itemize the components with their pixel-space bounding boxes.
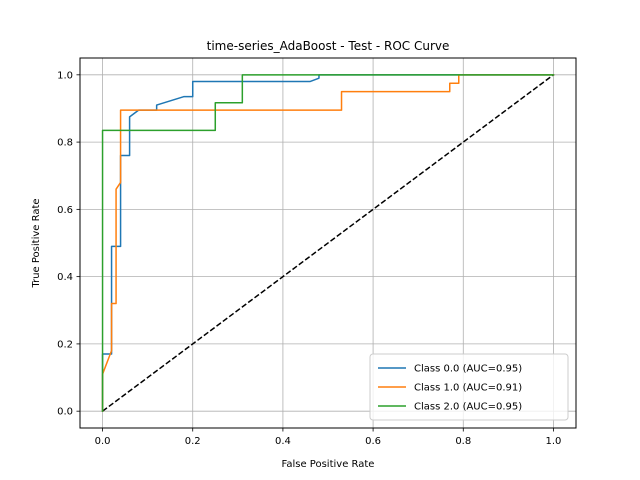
x-tick-label: 1.0: [546, 436, 562, 447]
legend: Class 0.0 (AUC=0.95) Class 1.0 (AUC=0.91)…: [369, 353, 569, 421]
reference-diagonal: [102, 74, 554, 412]
legend-label: Class 2.0 (AUC=0.95): [414, 402, 522, 413]
series-line-class-2: [101, 74, 555, 412]
series-lines: [101, 74, 555, 412]
x-tick-label: 0.0: [95, 436, 111, 447]
plot-frame: [79, 57, 577, 429]
y-tick-label: 0.6: [57, 205, 73, 216]
x-axis-label: False Positive Rate: [282, 459, 375, 470]
y-tick-label: 0.0: [57, 407, 73, 418]
x-tick-label: 0.2: [185, 436, 201, 447]
chart-title: time-series_AdaBoost - Test - ROC Curve: [207, 39, 450, 53]
y-tick-label: 0.8: [57, 138, 73, 149]
x-tick-label: 0.8: [455, 436, 471, 447]
axis-ticks: 0.0 0.2 0.4 0.6 0.8 1.0 0.0 0.2 0.4 0.6 0.8 1.0: [57, 70, 561, 447]
chance-line: [102, 74, 554, 412]
series-line-class-1: [101, 74, 555, 412]
x-tick-label: 0.4: [275, 436, 291, 447]
legend-label: Class 1.0 (AUC=0.91): [414, 383, 522, 394]
y-tick-label: 0.4: [57, 272, 73, 283]
y-tick-label: 1.0: [57, 70, 73, 81]
y-tick-label: 0.2: [57, 339, 73, 350]
x-tick-label: 0.6: [365, 436, 381, 447]
grid: [80, 58, 576, 428]
y-axis-label: True Positive Rate: [31, 198, 42, 288]
legend-label: Class 0.0 (AUC=0.95): [414, 364, 522, 375]
legend-box: [369, 353, 569, 421]
